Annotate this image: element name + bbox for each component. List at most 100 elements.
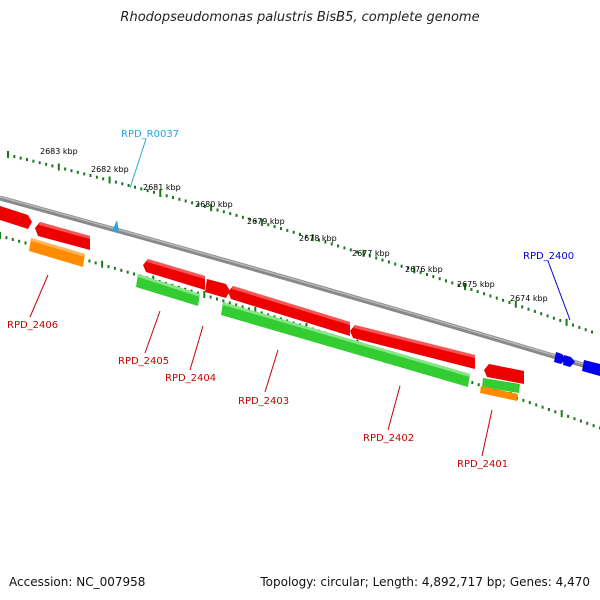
upper-scale-dot xyxy=(470,287,473,291)
rna-rpd-2401[interactable] xyxy=(480,386,518,401)
upper-scale-dot xyxy=(146,189,149,193)
lower-scale-dot xyxy=(541,405,544,409)
gene-rpd-2401[interactable] xyxy=(482,378,520,393)
cds-rpd-2406-left[interactable] xyxy=(0,206,32,229)
upper-scale-dot xyxy=(457,283,460,287)
feature-right-edge[interactable] xyxy=(582,360,600,376)
upper-scale-dot xyxy=(172,196,174,199)
upper-scale-dot xyxy=(95,175,98,179)
label-rpd-r0037[interactable]: RPD_R0037 xyxy=(121,129,179,140)
upper-scale-dot xyxy=(565,318,568,326)
gene-labels: RPD_R0037 RPD_2400 RPD_2406 RPD_2405 RPD… xyxy=(7,129,574,470)
trna-rpd-r0037[interactable] xyxy=(112,220,119,232)
upper-scale-dot xyxy=(76,170,79,174)
upper-scale-dot xyxy=(108,176,111,184)
lower-scale-dot xyxy=(247,307,250,311)
gene-features xyxy=(136,274,520,393)
upper-scale-dot xyxy=(502,298,505,302)
tick-label-2678: 2678 kbp xyxy=(299,234,337,243)
cds-rpd-2406[interactable] xyxy=(35,222,90,250)
lower-scale-dot xyxy=(254,306,257,314)
upper-scale-dot xyxy=(254,219,257,223)
upper-scale-dot xyxy=(476,290,479,293)
tick-label-2683: 2683 kbp xyxy=(40,147,78,156)
lower-scale-dot xyxy=(190,289,193,293)
upper-scale-dot xyxy=(292,230,295,234)
rna-rpd-2406[interactable] xyxy=(29,238,85,267)
upper-scale-dot xyxy=(305,234,308,238)
lower-scale-dot xyxy=(535,403,538,407)
feature-rpd-2400-a[interactable] xyxy=(554,352,566,364)
lower-scale-dot xyxy=(126,270,129,274)
lower-scale-dot xyxy=(11,238,14,241)
lower-scale-dot xyxy=(586,421,589,425)
lower-scale-dot xyxy=(547,408,550,411)
upper-scale-dot xyxy=(540,312,543,316)
feature-rpd-2400-b[interactable] xyxy=(563,355,575,367)
upper-scale-dot xyxy=(134,185,136,189)
upper-scale-dot xyxy=(438,277,441,281)
upper-scale-dot xyxy=(153,190,155,194)
lower-scale-dot xyxy=(120,268,123,272)
upper-scale-dot xyxy=(7,151,9,158)
lower-scale-dot xyxy=(477,383,480,387)
label-rpd-2405[interactable]: RPD_2405 xyxy=(118,356,169,367)
upper-scale-dot xyxy=(203,204,206,208)
kbp-tick-labels: 2683 kbp 2682 kbp 2681 kbp 2680 kbp 2679… xyxy=(40,147,548,303)
lower-scale-dot xyxy=(579,419,582,423)
cds-rpd-2403[interactable] xyxy=(228,286,350,336)
upper-scale-dot xyxy=(330,242,333,246)
label-rpd-2404[interactable]: RPD_2404 xyxy=(165,373,216,384)
upper-scale-dot xyxy=(32,159,35,163)
lower-scale-dot xyxy=(24,241,27,245)
gene-rpd-2405[interactable] xyxy=(136,274,200,306)
lower-scale-dot xyxy=(573,417,576,421)
label-rpd-2400[interactable]: RPD_2400 xyxy=(523,251,574,262)
upper-scale-dot xyxy=(406,266,409,270)
lower-scale-dot xyxy=(273,315,276,319)
upper-scale-dot xyxy=(210,204,213,212)
upper-scale-dot xyxy=(127,184,130,187)
upper-scale-dot xyxy=(591,330,593,334)
tick-label-2676: 2676 kbp xyxy=(405,265,443,274)
label-rpd-2401[interactable]: RPD_2401 xyxy=(457,459,508,470)
cds-rpd-2404[interactable] xyxy=(205,279,230,298)
upper-scale-dot xyxy=(375,256,378,260)
upper-scale-dot xyxy=(337,244,340,248)
lower-scale-dot xyxy=(267,313,270,317)
lower-scale-dot xyxy=(554,410,557,414)
cds-rpd-2401[interactable] xyxy=(484,364,524,384)
upper-scale-dot xyxy=(197,203,200,207)
upper-scale-dot xyxy=(159,190,162,197)
lower-scale-dot xyxy=(196,291,199,295)
upper-scale-dot xyxy=(13,155,16,158)
cds-rpd-2402[interactable] xyxy=(350,325,475,369)
lower-scale-dot xyxy=(0,232,1,239)
upper-scale-dot xyxy=(311,234,314,242)
upper-scale-dot xyxy=(184,199,187,203)
upper-scale-dot xyxy=(578,325,581,329)
lower-scale-dot xyxy=(88,259,91,263)
label-rpd-2402[interactable]: RPD_2402 xyxy=(363,433,414,444)
lower-scale-dot xyxy=(528,401,531,405)
upper-scale-dot xyxy=(248,217,251,221)
cds-rpd-2405[interactable] xyxy=(143,259,205,290)
upper-scale-dot xyxy=(121,182,124,186)
upper-scale-dot xyxy=(349,248,352,252)
upper-scale-dot xyxy=(521,305,524,309)
leader-rpd-2404 xyxy=(189,325,204,371)
label-rpd-2406[interactable]: RPD_2406 xyxy=(7,320,58,331)
lower-scale-dot xyxy=(18,239,21,243)
lower-scale-dot xyxy=(107,265,110,269)
lower-scale-dot xyxy=(94,261,97,265)
lower-scale-dot xyxy=(101,260,104,268)
leader-rpd-2403 xyxy=(264,349,279,393)
upper-scale-dot xyxy=(267,223,270,227)
label-rpd-2403[interactable]: RPD_2403 xyxy=(238,396,289,407)
upper-scale-dot xyxy=(273,225,276,229)
leader-rpd-r0037 xyxy=(129,138,147,189)
leader-rpd-2405 xyxy=(144,310,161,354)
upper-scale-dot xyxy=(235,213,238,217)
upper-scale-dot xyxy=(381,258,384,262)
gene-rpd-2403[interactable] xyxy=(221,302,470,387)
